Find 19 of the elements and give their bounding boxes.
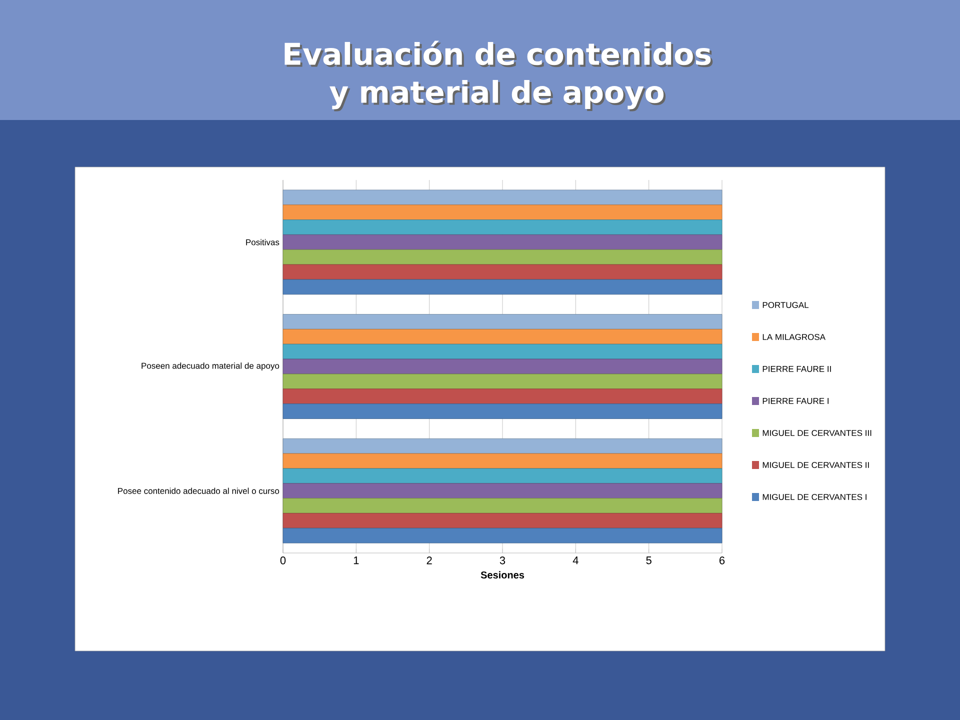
x-tick-label: 6 (720, 556, 725, 564)
legend-label: PIERRE FAURE I (762, 398, 828, 404)
y-tick-label: Posee contenido adecuado al nivel o curso (118, 488, 280, 494)
legend-label: MIGUEL DE CERVANTES II (762, 462, 869, 468)
x-axis-title: Sesiones (480, 571, 524, 579)
legend-label: PIERRE FAURE II (762, 366, 831, 372)
chart-title: Evaluación de contenidos y material de apoyo (286, 42, 713, 112)
x-tick-label: 3 (500, 556, 506, 564)
legend-label: LA MILAGROSA (762, 334, 826, 340)
x-tick-label: 0 (280, 556, 286, 564)
x-tick-label: 5 (646, 556, 652, 564)
x-tick-label: 2 (426, 556, 432, 564)
legend-label: MIGUEL DE CERVANTES I (762, 494, 866, 500)
y-tick-label: Poseen adecuado material de apoyo (142, 362, 280, 370)
y-tick-label: Positivas (246, 239, 280, 246)
legend-label: MIGUEL DE CERVANTES III (762, 430, 872, 436)
x-tick-label: 1 (354, 556, 359, 564)
legend-label: PORTUGAL (762, 302, 809, 308)
x-tick-label: 4 (572, 556, 578, 564)
